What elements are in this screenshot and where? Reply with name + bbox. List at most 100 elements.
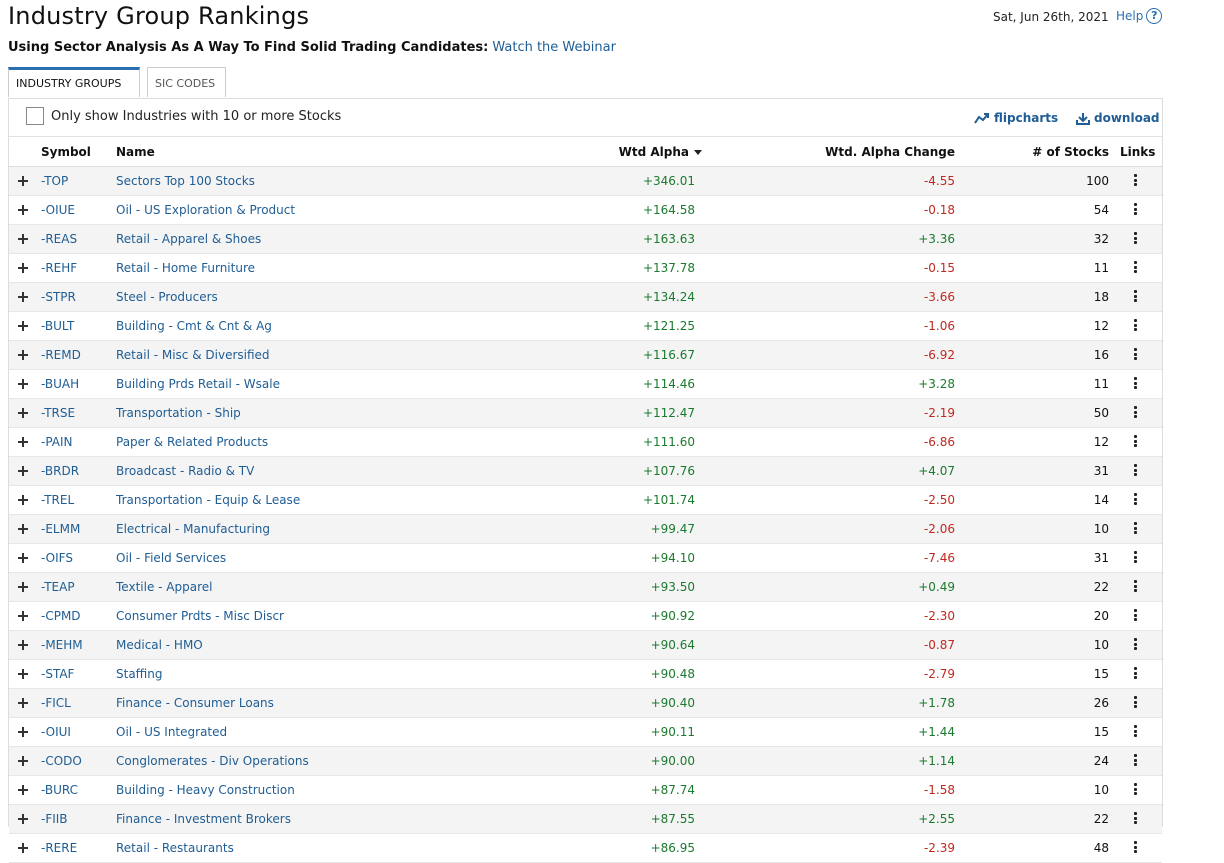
- row-name-link[interactable]: Transportation - Equip & Lease: [116, 493, 301, 507]
- expand-plus-icon[interactable]: [18, 843, 28, 853]
- row-links-menu-icon[interactable]: [1134, 783, 1138, 797]
- row-symbol-link[interactable]: -TRSE: [41, 406, 76, 420]
- row-name-link[interactable]: Steel - Producers: [116, 290, 218, 304]
- row-links-menu-icon[interactable]: [1134, 348, 1138, 362]
- expand-plus-icon[interactable]: [18, 785, 28, 795]
- row-name-link[interactable]: Electrical - Manufacturing: [116, 522, 271, 536]
- row-name-link[interactable]: Retail - Misc & Diversified: [116, 348, 270, 362]
- row-symbol-link[interactable]: -OIUI: [41, 725, 71, 739]
- row-name-link[interactable]: Finance - Consumer Loans: [116, 696, 274, 710]
- row-name-link[interactable]: Paper & Related Products: [116, 435, 269, 449]
- row-symbol-link[interactable]: -BURC: [41, 783, 79, 797]
- row-links-menu-icon[interactable]: [1134, 841, 1138, 855]
- expand-plus-icon[interactable]: [18, 582, 28, 592]
- row-symbol-link[interactable]: -CODO: [41, 754, 82, 768]
- col-name[interactable]: Name: [116, 145, 155, 159]
- row-links-menu-icon[interactable]: [1134, 203, 1138, 217]
- row-links-menu-icon[interactable]: [1134, 638, 1138, 652]
- expand-plus-icon[interactable]: [18, 756, 28, 766]
- row-links-menu-icon[interactable]: [1134, 551, 1138, 565]
- row-symbol-link[interactable]: -PAIN: [41, 435, 73, 449]
- row-name-link[interactable]: Staffing: [116, 667, 163, 681]
- row-symbol-link[interactable]: -BUAH: [41, 377, 80, 391]
- row-name-link[interactable]: Broadcast - Radio & TV: [116, 464, 255, 478]
- row-symbol-link[interactable]: -MEHM: [41, 638, 83, 652]
- col-wtd-alpha[interactable]: Wtd Alpha: [619, 145, 702, 159]
- col-symbol[interactable]: Symbol: [41, 145, 91, 159]
- col-num-stocks[interactable]: # of Stocks: [1032, 145, 1109, 159]
- row-name-link[interactable]: Transportation - Ship: [116, 406, 241, 420]
- row-links-menu-icon[interactable]: [1134, 232, 1138, 246]
- row-links-menu-icon[interactable]: [1134, 522, 1138, 536]
- row-symbol-link[interactable]: -TOP: [41, 174, 69, 188]
- expand-plus-icon[interactable]: [18, 814, 28, 824]
- expand-plus-icon[interactable]: [18, 408, 28, 418]
- col-wtd-alpha-change[interactable]: Wtd. Alpha Change: [825, 145, 955, 159]
- row-links-menu-icon[interactable]: [1134, 377, 1138, 391]
- row-name-link[interactable]: Retail - Home Furniture: [116, 261, 255, 275]
- expand-plus-icon[interactable]: [18, 437, 28, 447]
- row-links-menu-icon[interactable]: [1134, 435, 1138, 449]
- tab-sic-codes[interactable]: SIC CODES: [147, 67, 226, 97]
- row-symbol-link[interactable]: -TREL: [41, 493, 75, 507]
- flipcharts-button[interactable]: flipcharts: [974, 111, 1058, 125]
- expand-plus-icon[interactable]: [18, 205, 28, 215]
- row-symbol-link[interactable]: -TEAP: [41, 580, 75, 594]
- row-name-link[interactable]: Building - Heavy Construction: [116, 783, 295, 797]
- tab-industry-groups[interactable]: INDUSTRY GROUPS: [8, 67, 140, 97]
- expand-plus-icon[interactable]: [18, 466, 28, 476]
- row-name-link[interactable]: Retail - Restaurants: [116, 841, 234, 855]
- row-symbol-link[interactable]: -REAS: [41, 232, 78, 246]
- row-symbol-link[interactable]: -STPR: [41, 290, 76, 304]
- row-symbol-link[interactable]: -OIFS: [41, 551, 73, 565]
- row-symbol-link[interactable]: -STAF: [41, 667, 75, 681]
- row-links-menu-icon[interactable]: [1134, 174, 1138, 188]
- expand-plus-icon[interactable]: [18, 553, 28, 563]
- row-symbol-link[interactable]: -OIUE: [41, 203, 76, 217]
- expand-plus-icon[interactable]: [18, 669, 28, 679]
- row-name-link[interactable]: Finance - Investment Brokers: [116, 812, 291, 826]
- row-name-link[interactable]: Oil - Field Services: [116, 551, 227, 565]
- row-links-menu-icon[interactable]: [1134, 725, 1138, 739]
- row-links-menu-icon[interactable]: [1134, 464, 1138, 478]
- row-links-menu-icon[interactable]: [1134, 290, 1138, 304]
- row-name-link[interactable]: Consumer Prdts - Misc Discr: [116, 609, 284, 623]
- expand-plus-icon[interactable]: [18, 698, 28, 708]
- row-name-link[interactable]: Conglomerates - Div Operations: [116, 754, 309, 768]
- row-links-menu-icon[interactable]: [1134, 754, 1138, 768]
- row-links-menu-icon[interactable]: [1134, 696, 1138, 710]
- expand-plus-icon[interactable]: [18, 350, 28, 360]
- expand-plus-icon[interactable]: [18, 611, 28, 621]
- expand-plus-icon[interactable]: [18, 524, 28, 534]
- row-symbol-link[interactable]: -REHF: [41, 261, 78, 275]
- row-links-menu-icon[interactable]: [1134, 667, 1138, 681]
- row-links-menu-icon[interactable]: [1134, 609, 1138, 623]
- row-links-menu-icon[interactable]: [1134, 493, 1138, 507]
- row-name-link[interactable]: Retail - Apparel & Shoes: [116, 232, 262, 246]
- expand-plus-icon[interactable]: [18, 321, 28, 331]
- row-links-menu-icon[interactable]: [1134, 406, 1138, 420]
- row-name-link[interactable]: Building - Cmt & Cnt & Ag: [116, 319, 272, 333]
- expand-plus-icon[interactable]: [18, 292, 28, 302]
- expand-plus-icon[interactable]: [18, 727, 28, 737]
- row-symbol-link[interactable]: -ELMM: [41, 522, 81, 536]
- expand-plus-icon[interactable]: [18, 234, 28, 244]
- row-name-link[interactable]: Building Prds Retail - Wsale: [116, 377, 280, 391]
- row-name-link[interactable]: Oil - US Exploration & Product: [116, 203, 296, 217]
- row-links-menu-icon[interactable]: [1134, 812, 1138, 826]
- row-links-menu-icon[interactable]: [1134, 319, 1138, 333]
- expand-plus-icon[interactable]: [18, 640, 28, 650]
- row-name-link[interactable]: Textile - Apparel: [116, 580, 213, 594]
- row-links-menu-icon[interactable]: [1134, 261, 1138, 275]
- row-symbol-link[interactable]: -CPMD: [41, 609, 81, 623]
- expand-plus-icon[interactable]: [18, 379, 28, 389]
- help-link[interactable]: Help ?: [1116, 8, 1163, 24]
- expand-plus-icon[interactable]: [18, 176, 28, 186]
- row-symbol-link[interactable]: -FICL: [41, 696, 71, 710]
- row-name-link[interactable]: Sectors Top 100 Stocks: [116, 174, 255, 188]
- row-symbol-link[interactable]: -REMD: [41, 348, 81, 362]
- min-stocks-checkbox[interactable]: [26, 107, 44, 125]
- download-button[interactable]: download: [1076, 111, 1160, 125]
- row-symbol-link[interactable]: -RERE: [41, 841, 78, 855]
- row-symbol-link[interactable]: -BULT: [41, 319, 75, 333]
